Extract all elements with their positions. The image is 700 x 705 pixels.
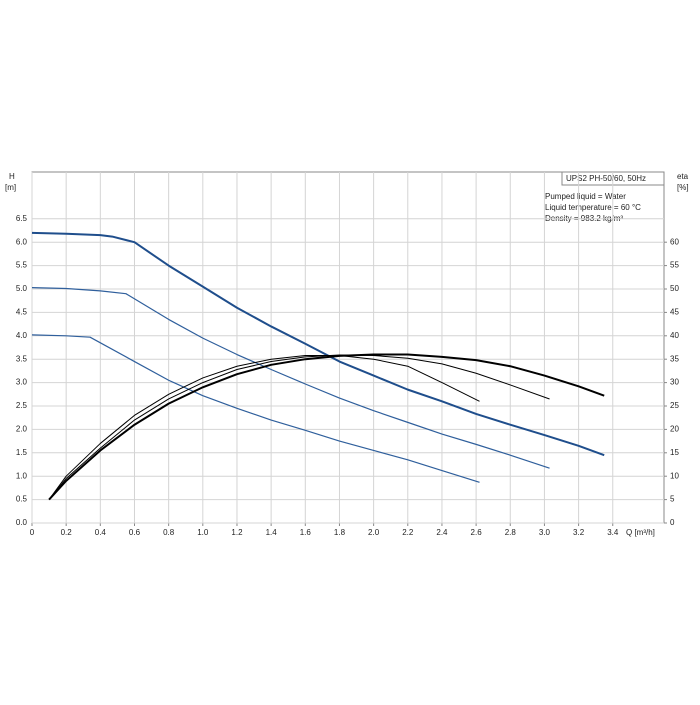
y2-tick-label: 30	[670, 378, 679, 387]
curve	[31, 287, 550, 469]
y2-tick-label: 15	[670, 448, 679, 457]
y-tick-label: 0.5	[16, 495, 28, 504]
y-tick-label: 1.0	[16, 471, 28, 480]
x-tick-label: 3.4	[607, 528, 619, 537]
y2-tick-label: 35	[670, 354, 679, 363]
y-tick-label: 6.5	[16, 214, 28, 223]
y-tick-label: 5.0	[16, 284, 28, 293]
plot-frame	[31, 171, 665, 524]
y-tick-label: 4.0	[16, 331, 28, 340]
x-tick-label: 2.6	[471, 528, 483, 537]
y2-tick-label: 45	[670, 308, 679, 317]
y-tick-label: 2.5	[16, 401, 28, 410]
y2-tick-label: 50	[670, 284, 679, 293]
x-tick-label: 3.2	[573, 528, 585, 537]
y2-tick-label: 40	[670, 331, 679, 340]
x-tick-label: 2.8	[505, 528, 517, 537]
x-axis-label: Q [m³/h]	[626, 528, 655, 537]
y-axis-label: H	[9, 172, 15, 181]
y2-tick-label: 25	[670, 401, 679, 410]
y-tick-label: 1.5	[16, 448, 28, 457]
y-tick-label: 3.5	[16, 354, 28, 363]
x-tick-label: 0.4	[95, 528, 107, 537]
x-tick-label: 1.0	[197, 528, 209, 537]
curve	[48, 353, 605, 501]
annotation: Liquid temperature = 60 °C	[545, 203, 641, 212]
curve	[31, 231, 605, 457]
y2-tick-label: 60	[670, 237, 679, 246]
y2-axis-unit: [%]	[677, 183, 689, 192]
x-tick-label: 1.6	[300, 528, 312, 537]
x-tick-label: 0	[30, 528, 35, 537]
x-tick-label: 2.0	[368, 528, 380, 537]
curve	[31, 334, 480, 483]
y-tick-label: 6.0	[16, 237, 28, 246]
y2-tick-label: 5	[670, 495, 675, 504]
x-tick-label: 0.6	[129, 528, 141, 537]
x-tick-label: 0.2	[61, 528, 73, 537]
x-tick-label: 2.4	[436, 528, 448, 537]
y-tick-label: 0.0	[16, 518, 28, 527]
y2-tick-label: 55	[670, 261, 679, 270]
y2-tick-label: 0	[670, 518, 675, 527]
curve	[48, 354, 480, 500]
x-tick-label: 3.0	[539, 528, 551, 537]
x-tick-label: 0.8	[163, 528, 175, 537]
annotation: Pumped liquid = Water	[545, 192, 626, 201]
x-tick-label: 1.4	[266, 528, 278, 537]
x-tick-label: 1.2	[231, 528, 243, 537]
y-tick-label: 5.5	[16, 261, 28, 270]
y2-axis-label: eta	[677, 172, 689, 181]
curve	[48, 354, 550, 500]
y2-tick-label: 10	[670, 471, 679, 480]
x-tick-label: 1.8	[334, 528, 346, 537]
x-tick-label: 2.2	[402, 528, 414, 537]
chart-title: UPS2 PH-50/60, 50Hz	[566, 174, 646, 183]
y-tick-label: 4.5	[16, 308, 28, 317]
y2-tick-label: 20	[670, 425, 679, 434]
y-tick-label: 2.0	[16, 425, 28, 434]
y-axis-unit: [m]	[5, 183, 16, 192]
y-tick-label: 3.0	[16, 378, 28, 387]
